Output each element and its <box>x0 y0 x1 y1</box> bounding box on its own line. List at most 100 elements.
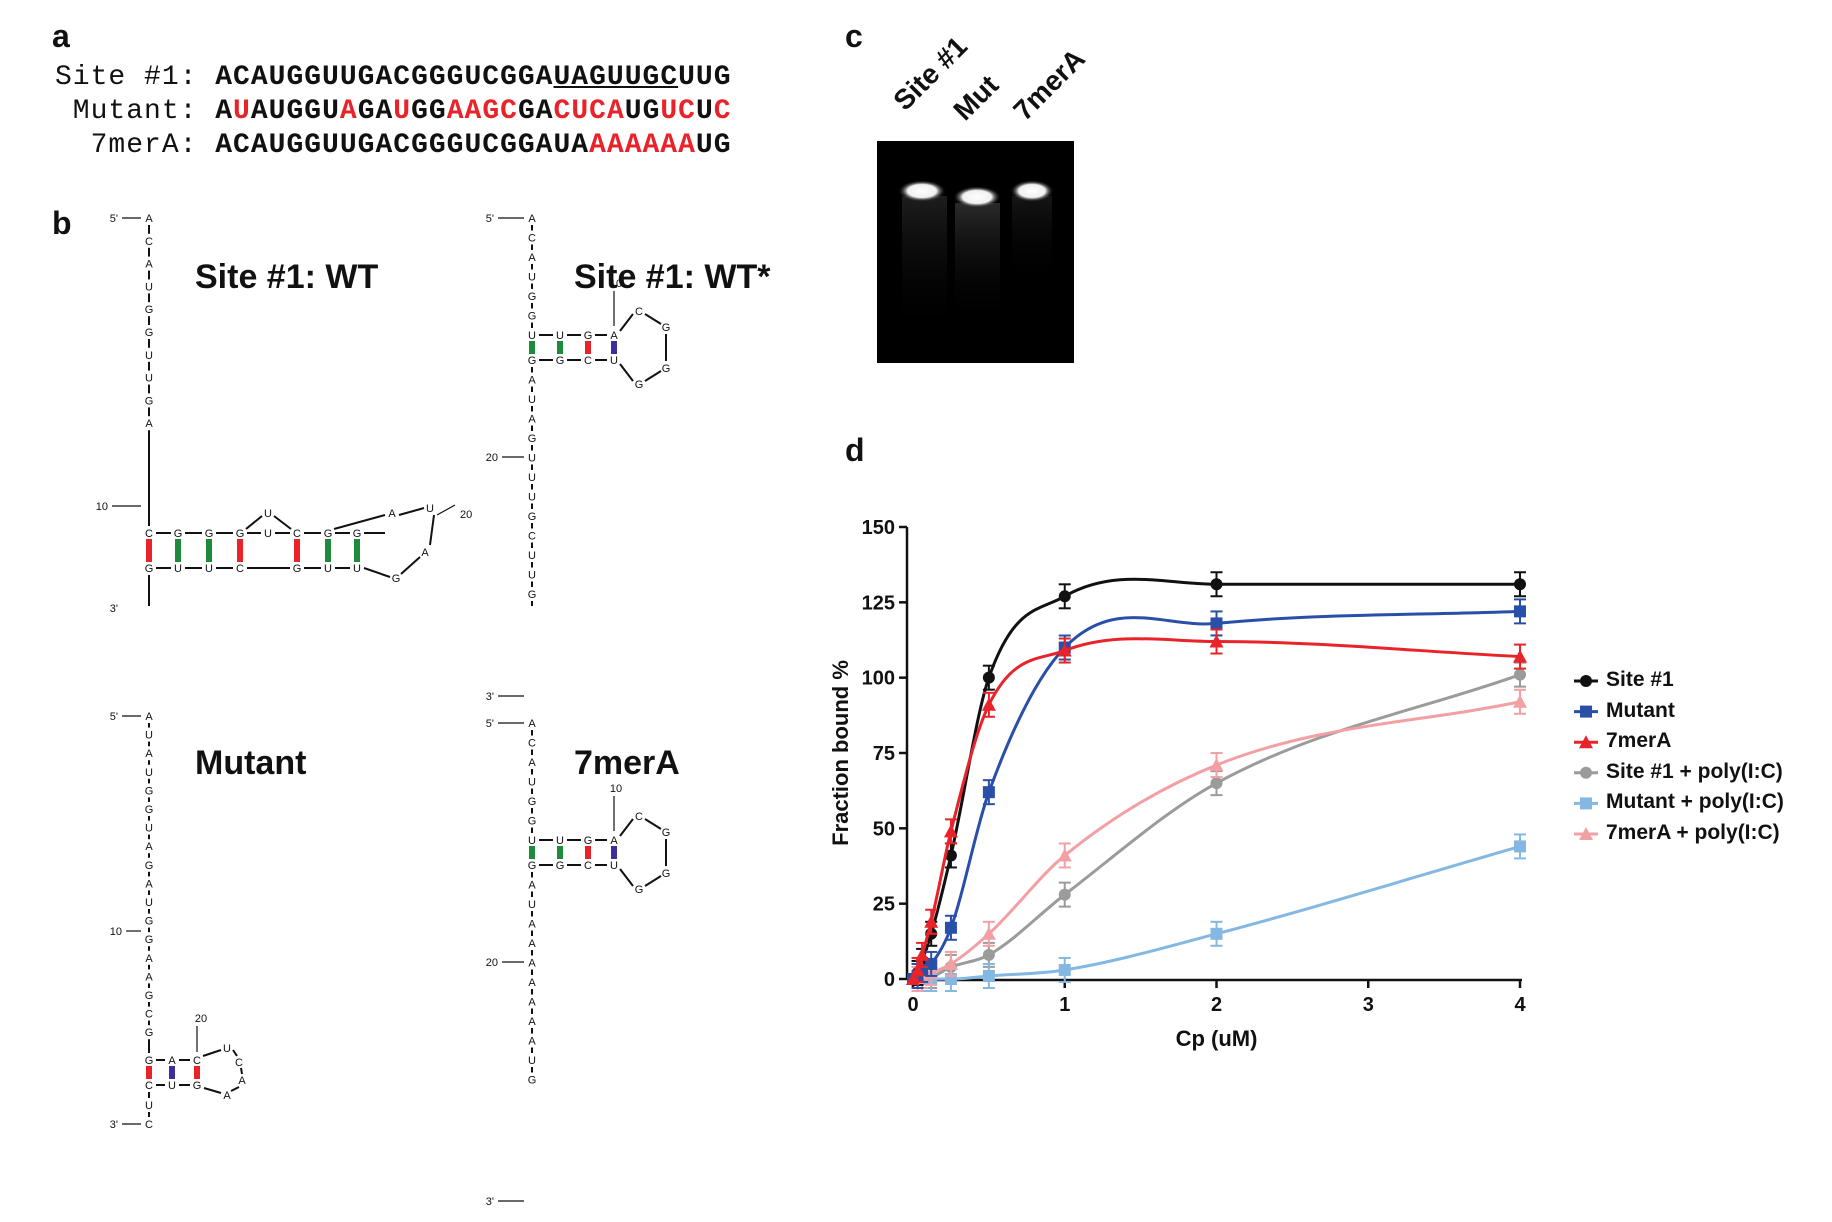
data-point <box>1058 590 1071 603</box>
structure-title-wtstar: Site #1: WT* <box>574 258 771 296</box>
three-prime-label: 3' <box>486 691 494 703</box>
sequence-bases: GA <box>517 96 554 127</box>
y-tick-label: 100 <box>862 668 895 690</box>
mutated-bases: AAGC <box>446 96 518 127</box>
base-pair-mark <box>169 1066 175 1079</box>
gel-smear-mut <box>955 203 1000 323</box>
gel-smear-7mera <box>1012 196 1052 286</box>
data-point <box>925 969 938 982</box>
data-point <box>907 973 919 985</box>
nucleotide: A <box>528 958 536 970</box>
nucleotide: G <box>662 868 671 880</box>
data-point <box>982 671 995 684</box>
data-point <box>907 973 919 985</box>
backbone-line <box>203 1087 222 1094</box>
nucleotide: G <box>528 589 537 601</box>
nucleotide: A <box>528 997 536 1009</box>
data-point <box>944 960 957 973</box>
nucleotide: G <box>528 796 537 808</box>
nucleotide: C <box>145 236 153 248</box>
sequence-line: Site #1: ACAUGGUUGACGGGUCGGAUAGUUGCUUG <box>55 62 732 93</box>
data-point <box>907 973 919 985</box>
nucleotide: G <box>528 291 537 303</box>
data-point <box>1514 668 1526 681</box>
data-point <box>915 947 930 961</box>
nucleotide: U <box>528 570 536 582</box>
y-tick-label: 75 <box>873 743 895 765</box>
nucleotide: G <box>528 311 537 323</box>
data-point <box>944 921 957 934</box>
nucleotide: A <box>145 259 153 271</box>
legend-entry: Mutant + poly(I:C) <box>1606 790 1784 814</box>
base-pair-mark <box>294 539 300 562</box>
mutated-bases: UC <box>660 96 696 127</box>
sequence-bases: ACAUGGUUGACGGGUCGGA <box>215 62 554 93</box>
nucleotide: C <box>293 528 301 540</box>
nucleotide: G <box>145 395 154 407</box>
nucleotide: U <box>528 492 536 504</box>
data-point <box>924 914 939 928</box>
data-point <box>982 948 995 961</box>
x-tick-label: 0 <box>907 994 918 1016</box>
y-tick-label: 125 <box>862 592 895 614</box>
data-point <box>911 969 924 982</box>
backbone-line <box>644 818 662 830</box>
data-point <box>1209 634 1224 648</box>
nucleotide: U <box>205 563 213 575</box>
legend-marker <box>1579 735 1593 749</box>
nucleotide: A <box>528 1016 536 1028</box>
legend-entry: Site #1 <box>1606 668 1674 691</box>
sequence-bases: GA <box>357 96 394 127</box>
base-pair-mark <box>175 539 181 562</box>
nucleotide: U <box>168 1080 176 1092</box>
nucleotide: G <box>145 916 154 928</box>
nucleotide: G <box>584 330 593 342</box>
backbone-line <box>429 514 435 546</box>
nucleotide: U <box>528 453 536 465</box>
data-point <box>1209 758 1224 772</box>
x-tick-label: 2 <box>1211 994 1222 1016</box>
nucleotide: A <box>528 414 536 426</box>
nucleotide: C <box>635 306 643 318</box>
base-pair-mark <box>194 1066 200 1079</box>
series-curve <box>913 673 1521 981</box>
nucleotide: G <box>145 990 154 1002</box>
data-point <box>1513 649 1527 663</box>
three-prime-label: 3' <box>110 1119 118 1131</box>
nucleotide: U <box>264 528 272 540</box>
nucleotide: U <box>528 472 536 484</box>
x-tick-label: 1 <box>1059 994 1070 1016</box>
nucleotide: G <box>662 322 671 334</box>
position-label-10: 10 <box>610 783 622 795</box>
legend-entry: Mutant <box>1606 698 1675 722</box>
y-tick-label: 25 <box>873 894 895 916</box>
base-pair-mark <box>146 1066 152 1079</box>
nucleotide: U <box>528 330 536 342</box>
nucleotide: U <box>528 899 536 911</box>
series-curve <box>913 700 1521 981</box>
sequence-line: 7merA: ACAUGGUUGACGGGUCGGAUAAAAAAAUG <box>55 130 732 161</box>
nucleotide: C <box>635 811 643 823</box>
nucleotide: U <box>145 1100 153 1112</box>
backbone-line <box>619 818 634 837</box>
nucleotide: G <box>174 528 183 540</box>
three-prime-label: 3' <box>110 603 118 615</box>
nucleotide: U <box>610 355 618 367</box>
nucleotide: U <box>528 272 536 284</box>
mutated-bases: CUCA <box>553 96 625 127</box>
backbone-line <box>619 313 634 332</box>
backbone-line <box>644 875 662 887</box>
data-point <box>982 969 995 982</box>
base-pair-mark <box>354 539 360 562</box>
mutated-bases: A <box>339 96 358 127</box>
five-prime-label: 5' <box>486 213 494 225</box>
nucleotide: U <box>556 330 564 342</box>
data-point <box>981 926 996 940</box>
backbone-line <box>398 507 425 516</box>
nucleotide: U <box>145 350 153 362</box>
nucleotide: G <box>528 433 537 445</box>
base-pair-mark <box>529 341 535 354</box>
base-pair-mark <box>611 341 617 354</box>
sequence-bases: U <box>695 96 714 127</box>
nucleotide: U <box>324 563 332 575</box>
